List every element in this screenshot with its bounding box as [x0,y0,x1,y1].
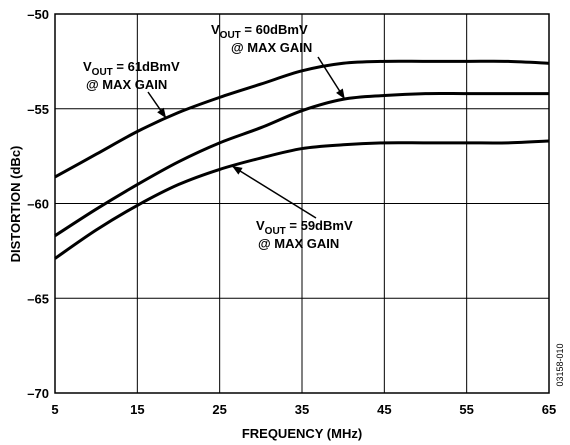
plot-frame [54,13,550,394]
series-line-59dbmv [54,139,550,260]
x-tick-label: 5 [51,402,58,417]
svg-text:@ MAX GAIN: @ MAX GAIN [258,236,339,251]
x-tick-label: 35 [295,402,309,417]
annotation-59: VOUT = 59dBmV @ MAX GAIN [256,218,353,251]
x-tick-label: 25 [212,402,226,417]
annotation-61: VOUT = 61dBmV @ MAX GAIN [83,59,180,92]
svg-text:VOUT = 61dBmV: VOUT = 61dBmV [83,59,180,78]
annotation-60: VOUT = 60dBmV @ MAX GAIN [211,22,312,55]
x-tick-label: 45 [377,402,391,417]
y-tick-label: –60 [27,197,49,212]
annotation-arrows [147,56,346,219]
x-tick-label: 55 [459,402,473,417]
y-axis-title: DISTORTION (dBc) [8,146,23,263]
y-tick-label: –55 [27,102,49,117]
y-tick-label: –50 [27,7,49,22]
annotation-arrow-head [157,107,167,119]
y-tick-label: –70 [27,386,49,401]
series-line-60dbmv [54,91,549,237]
x-tick-labels: 5 15 25 35 45 55 65 [51,402,556,417]
series-lines [54,59,550,260]
y-tick-labels: –50 –55 –60 –65 –70 [27,7,49,401]
svg-text:VOUT = 60dBmV: VOUT = 60dBmV [211,22,308,41]
x-tick-label: 65 [542,402,556,417]
annotation-arrow-head [336,88,345,100]
svg-text:VOUT = 59dBmV: VOUT = 59dBmV [256,218,353,237]
svg-text:@ MAX GAIN: @ MAX GAIN [231,40,312,55]
svg-text:@ MAX GAIN: @ MAX GAIN [86,77,167,92]
annotation-arrow-line [231,165,317,219]
x-tick-label: 15 [130,402,144,417]
figure-id: 03158-010 [555,343,565,386]
annotation-arrow-head [232,165,243,175]
series-line-61dbmv [54,59,550,179]
y-tick-label: –65 [27,291,49,306]
x-axis-title: FREQUENCY (MHz) [242,426,362,441]
